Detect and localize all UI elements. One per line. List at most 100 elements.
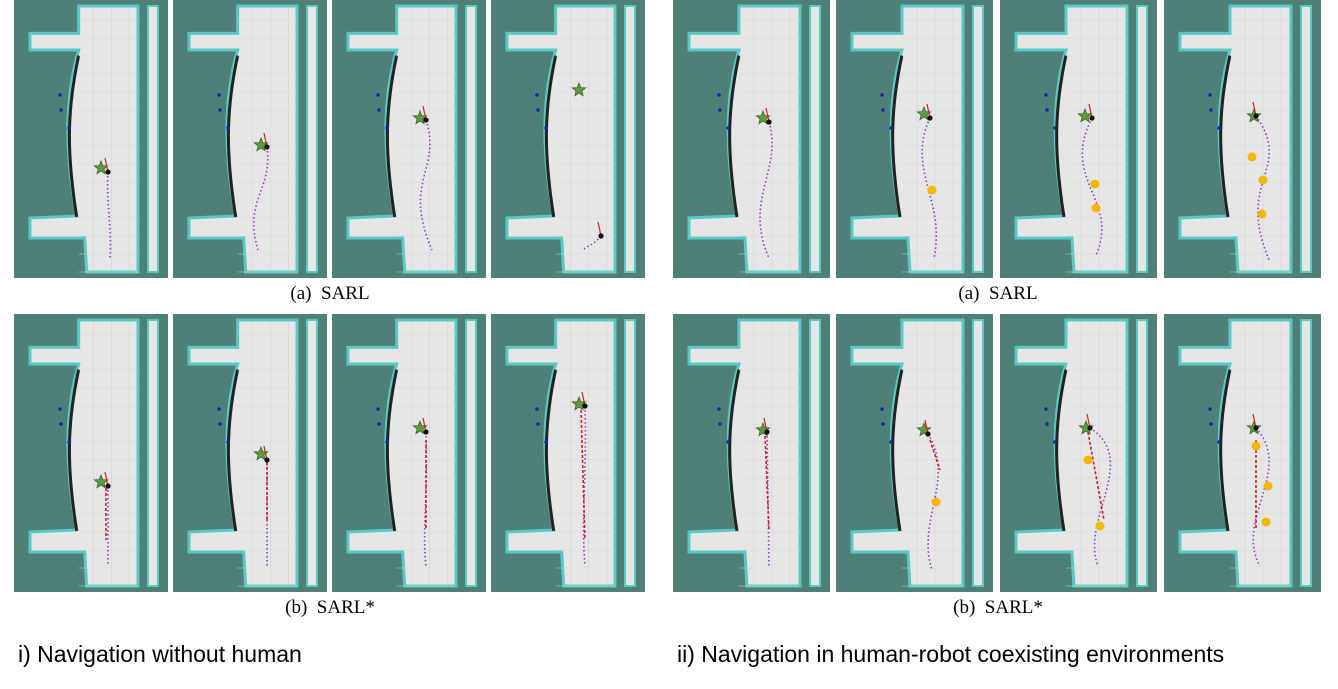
obstacle-dot — [58, 93, 62, 97]
panel-right-a-4 — [1164, 0, 1321, 278]
human-dot-icon — [927, 185, 937, 195]
robot-dot-icon — [1089, 115, 1095, 121]
human-dot-icon — [1258, 175, 1268, 185]
obstacle-dot — [1044, 93, 1048, 97]
panel-right-a-2 — [836, 0, 993, 278]
obstacle-dot — [1044, 407, 1048, 411]
robot-dot-icon — [766, 119, 772, 125]
robot-dot-icon — [423, 117, 429, 123]
obstacle-dot — [726, 440, 730, 444]
panel-right-b-1 — [673, 314, 830, 592]
obstacle-dot — [1217, 440, 1221, 444]
robot-dot-icon — [264, 457, 270, 463]
trajectory-dotted — [582, 235, 602, 251]
obstacle-dot — [59, 108, 63, 112]
obstacle-dot — [717, 93, 721, 97]
obstacle-dot — [535, 407, 539, 411]
obstacle-dot — [718, 422, 722, 426]
obstacle-dot — [226, 440, 230, 444]
trajectory-red — [929, 439, 941, 471]
obstacle-dot — [881, 108, 885, 112]
human-dot-icon — [1095, 521, 1105, 531]
obstacle-dot — [881, 422, 885, 426]
robot-dot-icon — [105, 483, 111, 489]
obstacle-dot — [544, 440, 548, 444]
obstacle-dot — [67, 126, 71, 130]
trajectory-dotted — [759, 121, 773, 259]
obstacle-dot — [218, 422, 222, 426]
caption-left-a: (a) SARL — [290, 283, 370, 304]
obstacle-dot — [1053, 440, 1057, 444]
panel-left-b-2 — [173, 314, 327, 592]
robot-dot-icon — [1253, 425, 1259, 431]
panel-right-a-3 — [1000, 0, 1157, 278]
human-dot-icon — [1247, 152, 1257, 162]
trajectory-dotted — [423, 431, 428, 567]
obstacle-dot — [217, 93, 221, 97]
trajectory-red — [764, 435, 770, 531]
caption-right-b: (b) SARL* — [953, 597, 1043, 618]
obstacle-dot — [1053, 126, 1057, 130]
section-title-right: ii) Navigation in human-robot coexisting… — [677, 641, 1225, 667]
trajectory-dotted — [921, 117, 938, 259]
human-dot-icon — [1251, 441, 1261, 451]
obstacle-dot — [1045, 422, 1049, 426]
panel-left-b-1 — [14, 314, 168, 592]
obstacle-dot — [536, 108, 540, 112]
caption-right-a: (a) SARL — [958, 283, 1038, 304]
human-dot-icon — [931, 497, 941, 507]
obstacle-dot — [1208, 93, 1212, 97]
obstacle-dot — [535, 93, 539, 97]
trajectory-dotted — [419, 119, 433, 251]
robot-dot-icon — [1253, 113, 1259, 119]
obstacle-dot — [218, 108, 222, 112]
panel-right-a-1 — [673, 0, 830, 278]
human-dot-icon — [1261, 517, 1271, 527]
trajectory-dotted — [106, 171, 112, 259]
star-icon — [755, 421, 771, 437]
obstacle-dot — [217, 407, 221, 411]
panel-right-b-4 — [1164, 314, 1321, 592]
obstacle-dot — [1209, 422, 1213, 426]
obstacle-dot — [726, 126, 730, 130]
obstacle-dot — [385, 126, 389, 130]
panel-left-b-4 — [491, 314, 645, 592]
caption-left-b: (b) SARL* — [285, 597, 375, 618]
star-icon — [916, 421, 932, 437]
obstacle-dot — [376, 93, 380, 97]
trajectory-red — [580, 409, 586, 541]
robot-dot-icon — [925, 431, 931, 437]
obstacle-dot — [717, 407, 721, 411]
trajectory-dotted — [1255, 115, 1271, 263]
obstacle-dot — [889, 126, 893, 130]
robot-dot-icon — [764, 429, 770, 435]
human-dot-icon — [1090, 179, 1100, 189]
panel-left-a-4 — [491, 0, 645, 278]
star-icon — [253, 445, 269, 461]
robot-dot-icon — [1087, 425, 1093, 431]
section-title-left: i) Navigation without human — [18, 641, 302, 667]
obstacle-dot — [1209, 108, 1213, 112]
obstacle-dot — [880, 407, 884, 411]
panel-left-a-1 — [14, 0, 168, 278]
robot-dot-icon — [105, 169, 111, 175]
robot-dot-icon — [264, 144, 270, 150]
obstacle-dot — [58, 407, 62, 411]
human-dot-icon — [1083, 455, 1093, 465]
obstacle-dot — [59, 422, 63, 426]
star-icon — [1077, 107, 1093, 123]
obstacle-dot — [376, 407, 380, 411]
human-dot-icon — [1263, 481, 1273, 491]
obstacle-dot — [377, 422, 381, 426]
obstacle-dot — [67, 440, 71, 444]
obstacle-dot — [889, 440, 893, 444]
star-icon — [571, 81, 587, 97]
obstacle-dot — [718, 108, 722, 112]
panel-left-b-3 — [332, 314, 486, 592]
obstacle-dot — [1217, 126, 1221, 130]
panel-left-a-2 — [173, 0, 327, 278]
obstacle-dot — [385, 440, 389, 444]
robot-dot-icon — [423, 429, 429, 435]
obstacle-dot — [377, 108, 381, 112]
panel-left-a-3 — [332, 0, 486, 278]
